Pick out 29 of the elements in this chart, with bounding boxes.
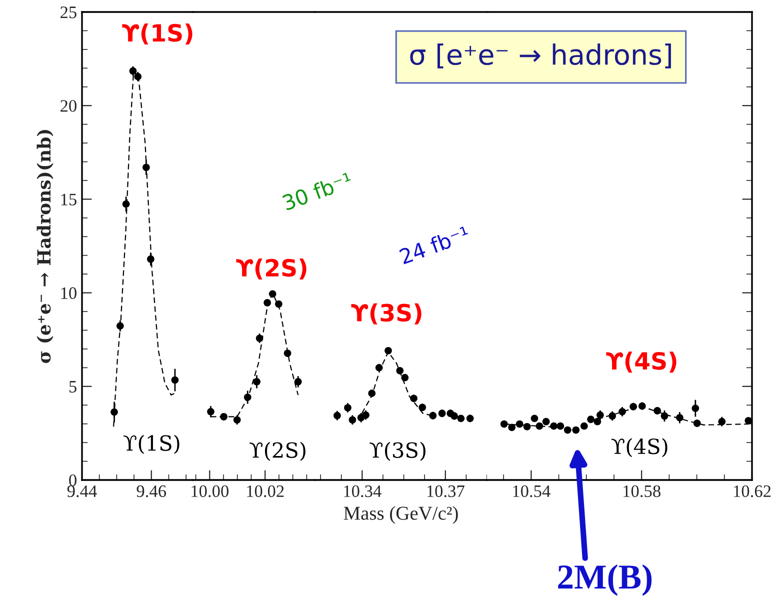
- y-tick-label: 0: [69, 474, 76, 486]
- x-tick-label: 10.62: [734, 485, 771, 498]
- x-tick-label: 10.58: [624, 485, 660, 498]
- annotation: ϒ(2S): [236, 258, 306, 280]
- annotation: ϒ(3S): [370, 442, 426, 461]
- annotation: ϒ(1S): [122, 24, 192, 45]
- x-tick-label: 10.54: [513, 485, 550, 498]
- x-tick-label: 10.00: [192, 485, 229, 498]
- x-tick-label: 10.02: [247, 485, 284, 498]
- annotation: ϒ(4S): [611, 438, 668, 458]
- x-tick-label: 10.34: [344, 485, 382, 498]
- annotation: ϒ(4S): [606, 352, 676, 373]
- annotation: σ [e⁺e⁻ → hadrons]: [410, 44, 671, 68]
- y-tick-label: 10: [61, 287, 76, 299]
- annotation: 24 fb⁻¹: [398, 225, 470, 265]
- annotation: 30 fb⁻¹: [282, 172, 354, 211]
- x-tick-label: 10.37: [427, 485, 464, 498]
- text: 2M(B): [558, 564, 652, 596]
- y-tick-label: 5: [69, 381, 76, 393]
- annotation: ϒ(2S): [250, 442, 306, 461]
- y-tick-label: 15: [61, 194, 76, 206]
- y-tick-label: 25: [60, 6, 76, 18]
- x-tick-label: 9.44: [67, 485, 97, 498]
- x-axis-title: Mass (GeV/c²): [344, 506, 458, 524]
- x-tick-label: 9.46: [136, 485, 166, 498]
- y-axis-title: σ (e⁺e⁻ → Hadrons)(nb): [36, 130, 54, 364]
- y-tick-label: 20: [60, 100, 76, 112]
- annotation: ϒ(3S): [351, 303, 422, 324]
- annotation: ϒ(1S): [124, 434, 180, 454]
